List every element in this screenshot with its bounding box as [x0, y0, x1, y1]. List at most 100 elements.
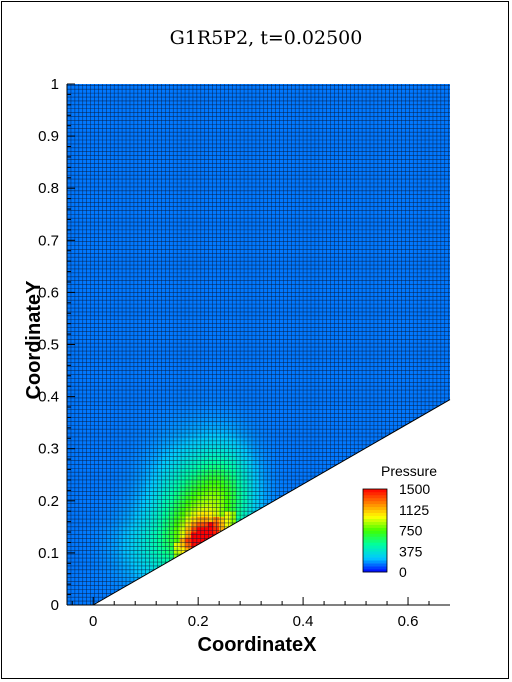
- field-cell: [89, 302, 96, 309]
- field-cell: [281, 151, 288, 158]
- field-cell: [117, 130, 124, 137]
- field-cell: [67, 198, 74, 205]
- field-cell: [168, 479, 175, 486]
- field-cell: [241, 417, 248, 424]
- field-cell: [275, 563, 282, 569]
- field-cell: [258, 292, 265, 299]
- field-cell: [179, 162, 186, 168]
- field-cell: [241, 245, 248, 252]
- field-cell: [326, 104, 333, 111]
- field-cell: [112, 474, 119, 481]
- field-cell: [292, 521, 299, 528]
- field-cell: [123, 339, 130, 345]
- field-cell: [72, 146, 79, 153]
- field-cell: [202, 334, 209, 340]
- field-cell: [174, 558, 181, 564]
- field-cell: [185, 198, 192, 205]
- field-cell: [78, 479, 85, 486]
- field-cell: [140, 464, 147, 470]
- field-cell: [269, 224, 276, 231]
- field-cell: [162, 162, 169, 168]
- field-cell: [168, 271, 175, 278]
- field-cell: [202, 115, 209, 121]
- field-cell: [162, 474, 169, 481]
- field-cell: [281, 308, 288, 314]
- field-cell: [145, 584, 152, 590]
- field-cell: [281, 427, 288, 434]
- field-cell: [151, 370, 158, 377]
- field-cell: [331, 594, 338, 601]
- field-cell: [112, 146, 119, 153]
- field-cell: [151, 115, 158, 121]
- field-cell: [337, 594, 344, 601]
- field-cell: [67, 443, 74, 450]
- field-cell: [157, 401, 164, 408]
- field-cell: [342, 500, 350, 507]
- field-cell: [179, 323, 186, 330]
- field-cell: [162, 339, 169, 345]
- field-cell: [314, 323, 321, 330]
- field-cell: [202, 120, 209, 127]
- field-cell: [185, 573, 192, 580]
- field-cell: [337, 526, 344, 533]
- field-cell: [202, 198, 209, 205]
- field-cell: [117, 318, 124, 325]
- field-cell: [275, 516, 282, 523]
- field-cell: [123, 292, 130, 299]
- field-cell: [275, 334, 282, 340]
- field-cell: [286, 584, 293, 590]
- field-cell: [106, 370, 113, 377]
- field-cell: [162, 308, 169, 314]
- field-cell: [303, 276, 310, 283]
- field-cell: [337, 547, 344, 554]
- field-cell: [275, 412, 282, 418]
- field-cell: [241, 365, 248, 371]
- field-cell: [275, 214, 282, 220]
- field-cell: [151, 495, 158, 502]
- field-cell: [337, 89, 344, 95]
- field-cell: [67, 412, 74, 418]
- field-cell: [202, 240, 209, 246]
- field-cell: [117, 339, 124, 345]
- field-cell: [264, 401, 271, 408]
- field-cell: [224, 334, 231, 340]
- field-cell: [326, 349, 333, 356]
- field-cell: [145, 104, 152, 111]
- field-cell: [128, 167, 135, 173]
- field-cell: [320, 490, 327, 496]
- field-cell: [95, 542, 102, 549]
- field-cell: [258, 276, 265, 283]
- field-cell: [196, 479, 203, 486]
- field-cell: [303, 521, 310, 528]
- field-cell: [342, 276, 350, 283]
- field-cell: [112, 401, 119, 408]
- field-cell: [303, 485, 310, 491]
- field-cell: [235, 198, 242, 205]
- field-cell: [219, 84, 226, 90]
- field-cell: [112, 209, 119, 215]
- field-cell: [241, 276, 248, 283]
- field-cell: [67, 589, 74, 595]
- field-cell: [309, 532, 316, 538]
- field-cell: [162, 334, 169, 340]
- field-cell: [331, 490, 338, 496]
- field-cell: [72, 182, 79, 189]
- field-cell: [326, 563, 333, 569]
- field-cell: [258, 302, 265, 309]
- field-cell: [297, 162, 304, 168]
- field-cell: [252, 516, 259, 523]
- field-cell: [112, 115, 119, 121]
- field-cell: [207, 229, 214, 236]
- field-cell: [337, 182, 344, 189]
- field-cell: [297, 245, 304, 252]
- field-cell: [168, 115, 175, 121]
- field-cell: [241, 532, 248, 538]
- field-cell: [264, 443, 271, 450]
- field-cell: [179, 120, 186, 127]
- field-cell: [207, 339, 214, 345]
- field-cell: [196, 490, 203, 496]
- field-cell: [224, 162, 231, 168]
- field-cell: [78, 89, 85, 95]
- field-cell: [258, 198, 265, 205]
- field-cell: [241, 542, 248, 549]
